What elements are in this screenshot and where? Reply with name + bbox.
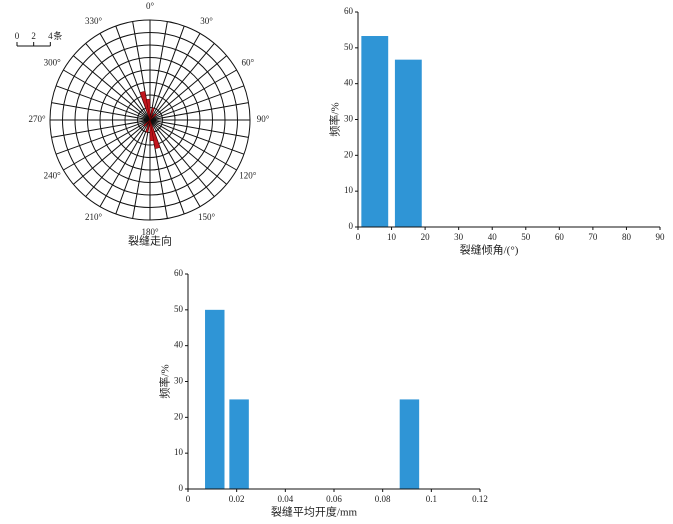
x-tick-label: 90 xyxy=(656,232,666,242)
x-tick-label: 30 xyxy=(454,232,464,242)
angle-label: 270° xyxy=(28,114,46,124)
petal xyxy=(143,119,151,127)
y-tick-label: 50 xyxy=(344,42,354,52)
x-tick-label: 20 xyxy=(421,232,431,242)
scale-label: 2 xyxy=(31,31,36,41)
petal xyxy=(139,90,151,121)
petal xyxy=(146,98,151,121)
angle-label: 30° xyxy=(200,16,213,26)
scale-label: 0 xyxy=(15,31,20,41)
bar xyxy=(229,399,249,489)
scale-unit: 条 xyxy=(53,30,62,41)
y-tick-label: 50 xyxy=(174,304,184,314)
angle-label: 210° xyxy=(85,212,103,222)
y-tick-label: 40 xyxy=(174,340,184,350)
x-tick-label: 0.1 xyxy=(426,494,437,504)
angle-label: 240° xyxy=(44,171,62,181)
angle-label: 180° xyxy=(141,227,159,237)
petal xyxy=(149,113,157,121)
y-tick-label: 30 xyxy=(344,114,354,124)
x-tick-label: 60 xyxy=(555,232,565,242)
y-tick-label: 10 xyxy=(344,185,354,195)
y-tick-label: 0 xyxy=(349,221,354,231)
angle-label: 90° xyxy=(257,114,270,124)
x-tick-label: 0.04 xyxy=(277,494,293,504)
angle-label: 150° xyxy=(198,212,216,222)
x-axis-label: 裂缝走向 xyxy=(128,234,172,248)
x-tick-label: 0.06 xyxy=(326,494,342,504)
petal xyxy=(149,107,155,121)
petal xyxy=(149,119,154,142)
y-tick-label: 20 xyxy=(344,149,354,159)
y-tick-label: 60 xyxy=(174,268,184,278)
bar xyxy=(205,309,225,489)
angle-label: 60° xyxy=(242,58,255,68)
x-axis-label: 裂缝倾角/(°) xyxy=(460,243,519,257)
y-axis-label: 频率/% xyxy=(158,364,172,398)
y-tick-label: 60 xyxy=(344,6,354,16)
x-axis-label: 裂缝平均开度/mm xyxy=(271,505,358,519)
x-tick-label: 70 xyxy=(588,232,598,242)
y-tick-label: 10 xyxy=(174,447,184,457)
y-tick-label: 0 xyxy=(179,483,184,493)
angle-label: 300° xyxy=(44,58,62,68)
angle-label: 330° xyxy=(85,16,103,26)
x-tick-label: 0.12 xyxy=(472,494,488,504)
y-tick-label: 30 xyxy=(174,376,184,386)
x-tick-label: 40 xyxy=(488,232,498,242)
y-tick-label: 40 xyxy=(344,78,354,88)
petal xyxy=(149,119,161,150)
y-axis-label: 频率/% xyxy=(328,102,342,136)
scale-label: 4 xyxy=(48,31,53,41)
angle-label: 120° xyxy=(239,171,257,181)
x-tick-label: 10 xyxy=(387,232,397,242)
x-tick-label: 80 xyxy=(622,232,632,242)
y-tick-label: 20 xyxy=(174,411,184,421)
x-tick-label: 0.02 xyxy=(229,494,245,504)
bar xyxy=(394,59,422,228)
petal xyxy=(145,119,151,133)
x-tick-label: 0 xyxy=(186,494,191,504)
x-tick-label: 50 xyxy=(521,232,531,242)
angle-label: 0° xyxy=(146,1,155,11)
x-tick-label: 0.08 xyxy=(375,494,391,504)
x-tick-label: 0 xyxy=(356,232,361,242)
bar xyxy=(361,36,389,228)
bar xyxy=(399,399,420,489)
